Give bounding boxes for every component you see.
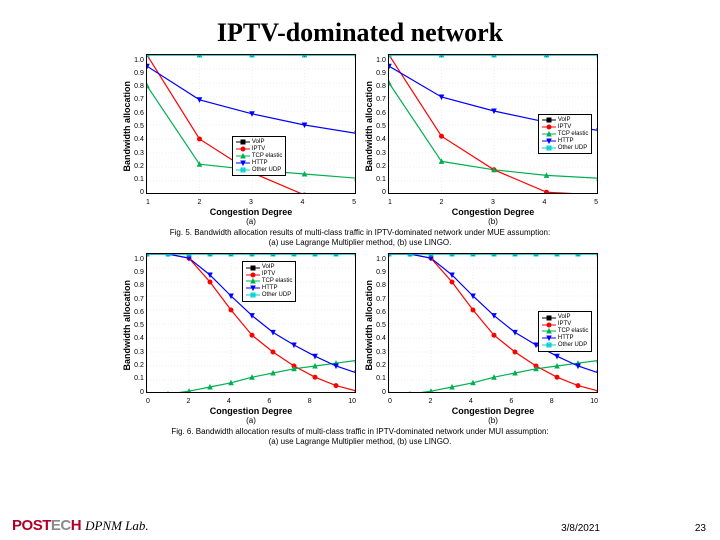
lab-label: DPNM Lab.: [85, 518, 149, 534]
legend-item: VoIP: [246, 264, 293, 271]
x-ticks: 0246810: [388, 398, 598, 405]
chart-panel: Bandwidth allocation 1.00.90.80.70.60.50…: [122, 54, 356, 226]
y-ticks: 1.00.90.80.70.60.50.40.30.20.10: [134, 57, 146, 197]
y-axis-label: Bandwidth allocation: [364, 280, 374, 371]
panel-sublabel: (b): [388, 217, 598, 226]
legend: VoIPIPTVTCP elasticHTTPOther UDP: [538, 114, 593, 154]
legend-item: Other UDP: [246, 292, 293, 299]
legend: VoIPIPTVTCP elasticHTTPOther UDP: [232, 136, 287, 176]
legend-item: TCP elastic: [236, 153, 283, 160]
x-axis-label: Congestion Degree: [388, 207, 598, 217]
legend-item: VoIP: [236, 139, 283, 146]
chart-panel: Bandwidth allocation 1.00.90.80.70.60.50…: [364, 253, 598, 425]
y-axis-label: Bandwidth allocation: [122, 81, 132, 172]
legend-item: VoIP: [542, 314, 589, 321]
legend-item: IPTV: [236, 146, 283, 153]
x-ticks: 12345: [388, 199, 598, 206]
y-ticks: 1.00.90.80.70.60.50.40.30.20.10: [134, 256, 146, 396]
figure-6: Bandwidth allocation 1.00.90.80.70.60.50…: [122, 253, 598, 450]
chart-panel: Bandwidth allocation 1.00.90.80.70.60.50…: [122, 253, 356, 425]
footer-date: 3/8/2021: [561, 523, 600, 534]
panel-sublabel: (b): [388, 416, 598, 425]
legend-item: TCP elastic: [542, 131, 589, 138]
figure-5: Bandwidth allocation 1.00.90.80.70.60.50…: [122, 54, 598, 251]
x-ticks: 0246810: [146, 398, 356, 405]
legend-item: HTTP: [542, 138, 589, 145]
y-axis-label: Bandwidth allocation: [122, 280, 132, 371]
panel-sublabel: (a): [146, 416, 356, 425]
chart-panel: Bandwidth allocation 1.00.90.80.70.60.50…: [364, 54, 598, 226]
x-axis-label: Congestion Degree: [388, 406, 598, 416]
y-axis-label: Bandwidth allocation: [364, 81, 374, 172]
postech-logo: POSTECH: [12, 517, 81, 534]
plot-wrapper: VoIPIPTVTCP elasticHTTPOther UDP: [388, 253, 598, 398]
legend: VoIPIPTVTCP elasticHTTPOther UDP: [242, 261, 297, 301]
x-ticks: 12345: [146, 199, 356, 206]
legend-item: VoIP: [542, 117, 589, 124]
legend-item: HTTP: [542, 335, 589, 342]
y-ticks: 1.00.90.80.70.60.50.40.30.20.10: [376, 256, 388, 396]
fig6-caption: Fig. 6. Bandwidth allocation results of …: [122, 427, 598, 446]
legend-item: IPTV: [246, 271, 293, 278]
panel-sublabel: (a): [146, 217, 356, 226]
legend-item: TCP elastic: [542, 328, 589, 335]
legend-item: HTTP: [246, 285, 293, 292]
legend-item: Other UDP: [236, 167, 283, 174]
figures-container: Bandwidth allocation 1.00.90.80.70.60.50…: [0, 48, 720, 450]
y-ticks: 1.00.90.80.70.60.50.40.30.20.10: [376, 57, 388, 197]
legend-item: TCP elastic: [246, 278, 293, 285]
legend-item: Other UDP: [542, 342, 589, 349]
plot-wrapper: VoIPIPTVTCP elasticHTTPOther UDP: [146, 253, 356, 398]
page-title: IPTV-dominated network: [0, 0, 720, 48]
footer: POSTECH DPNM Lab.: [0, 517, 720, 534]
legend-item: IPTV: [542, 321, 589, 328]
fig5-caption: Fig. 5. Bandwidth allocation results of …: [122, 228, 598, 247]
plot-wrapper: VoIPIPTVTCP elasticHTTPOther UDP: [146, 54, 356, 199]
legend-item: HTTP: [236, 160, 283, 167]
legend-item: IPTV: [542, 124, 589, 131]
x-axis-label: Congestion Degree: [146, 207, 356, 217]
plot-wrapper: VoIPIPTVTCP elasticHTTPOther UDP: [388, 54, 598, 199]
x-axis-label: Congestion Degree: [146, 406, 356, 416]
legend-item: Other UDP: [542, 145, 589, 152]
legend: VoIPIPTVTCP elasticHTTPOther UDP: [538, 311, 593, 351]
footer-page: 23: [695, 523, 706, 534]
